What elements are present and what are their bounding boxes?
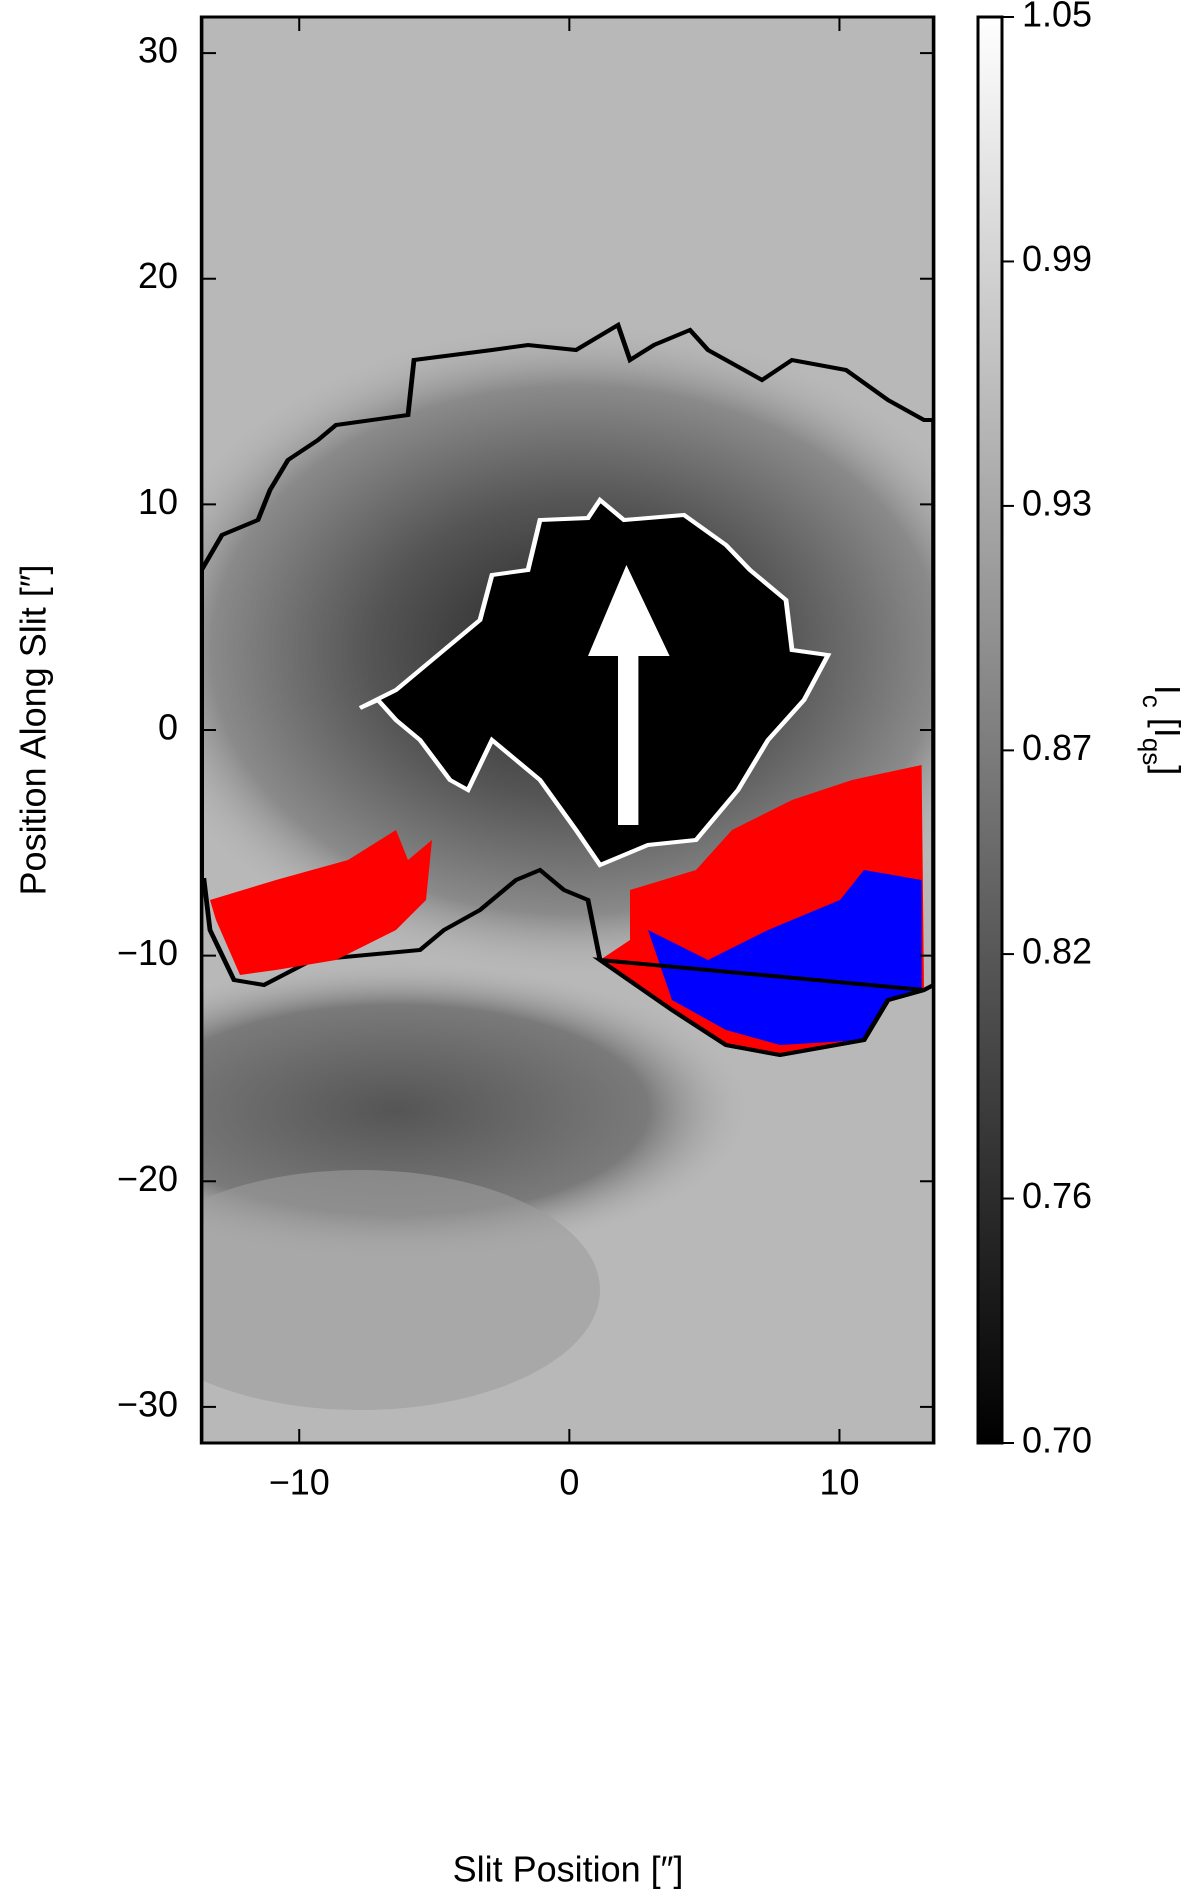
y-axis-label: Position Along Slit [″] [13,565,54,896]
y-tick-label: 0 [158,707,178,748]
colorbar-label-part: qs [1137,738,1167,765]
colorbar-tick-label: 0.93 [1022,482,1092,523]
colorbar-label-part: ] [1147,765,1188,775]
image [199,15,936,1445]
colorbar-tick-label: 0.76 [1022,1175,1092,1216]
colorbar-tick-label: 1.05 [1022,0,1092,35]
colorbar-tick-label: 0.99 [1022,238,1092,279]
colorbar [976,15,1004,1445]
colorbar-label: Ic [Iqs] [1137,685,1188,776]
colorbar-tick-label: 0.70 [1022,1420,1092,1461]
y-tick-label: 30 [138,30,178,71]
colorbar-tick-label: 0.82 [1022,931,1092,972]
colorbar-label-part: c [1137,695,1167,708]
colorbar-label-part: [I [1147,708,1188,738]
x-tick-label: 0 [559,1462,579,1503]
x-tick-label: 10 [819,1462,859,1503]
colorbar-tick-label: 0.87 [1022,727,1092,768]
y-tick-label: 10 [138,481,178,522]
y-tick-label: −30 [117,1383,178,1424]
y-tick-label: 20 [138,255,178,296]
y-tick-label: −10 [117,932,178,973]
colorbar-label-part: I [1147,685,1188,695]
x-tick-label: −10 [269,1462,330,1503]
x-axis-label: Slit Position [″] [453,1849,684,1890]
y-tick-label: −20 [117,1158,178,1199]
